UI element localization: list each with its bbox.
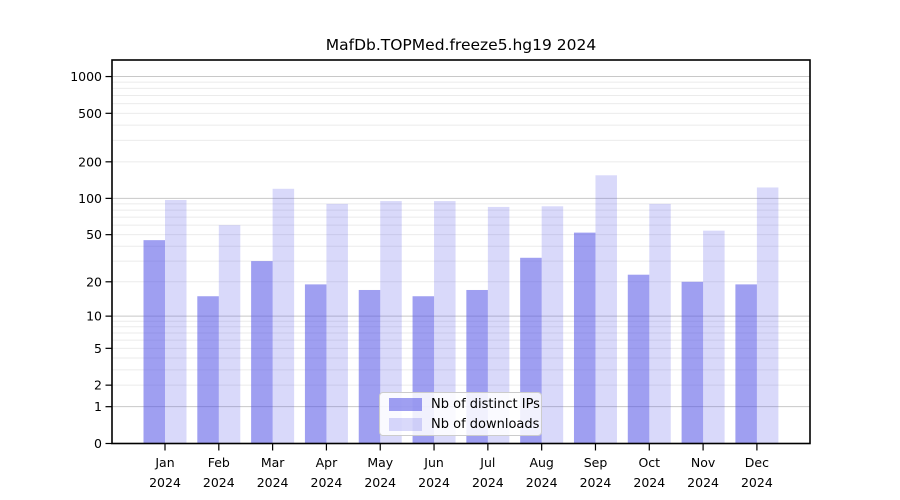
chart-title: MafDb.TOPMed.freeze5.hg19 2024 [325, 36, 597, 54]
x-tick-label-jun: Jun 2024 [418, 455, 450, 490]
legend-label-downloads: Nb of downloads [431, 416, 540, 432]
bar-ips-feb [197, 296, 219, 444]
bar-ips-dec [735, 284, 757, 444]
bar-downloads-feb [218, 225, 241, 444]
y-tick-label-50: 50 [86, 227, 102, 242]
y-tick-label-100: 100 [78, 191, 102, 206]
bar-downloads-apr [326, 203, 348, 444]
x-tick-label-oct: Oct 2024 [633, 455, 665, 490]
bar-downloads-aug [541, 206, 564, 444]
x-tick-label-sep: Sep 2024 [580, 455, 612, 490]
bar-ips-oct [627, 274, 650, 444]
bar-ips-sep [573, 232, 596, 444]
y-tick-label-10: 10 [86, 309, 102, 324]
bar-downloads-jan [165, 199, 187, 444]
y-tick-label-500: 500 [78, 106, 102, 121]
x-tick-label-may: May 2024 [364, 455, 396, 490]
bar-ips-nov [681, 281, 704, 444]
y-tick-label-1000: 1000 [70, 69, 102, 84]
y-tick-label-2: 2 [94, 378, 102, 393]
bar-downloads-dec [756, 187, 779, 444]
x-tick-label-jan: Jan 2024 [149, 455, 181, 490]
bar-ips-jan [143, 240, 165, 444]
x-tick-label-nov: Nov 2024 [687, 455, 719, 490]
x-tick-label-mar: Mar 2024 [257, 455, 289, 490]
x-tick-label-aug: Aug 2024 [526, 455, 558, 490]
x-tick-label-feb: Feb 2024 [203, 455, 235, 490]
bar-ips-may [358, 289, 381, 444]
bar-ips-apr [304, 284, 327, 444]
legend-item-distinct-ips: Nb of distinct IPs [389, 397, 541, 412]
y-tick-label-0: 0 [94, 436, 102, 451]
y-tick-label-200: 200 [78, 154, 102, 169]
legend-swatch-downloads [389, 417, 422, 431]
bar-ips-mar [251, 261, 273, 444]
x-tick-label-jul: Jul 2024 [472, 455, 504, 490]
x-tick-label-apr: Apr 2024 [311, 455, 343, 490]
legend-item-downloads: Nb of downloads [389, 417, 541, 432]
plot-frame [111, 59, 811, 445]
y-tick-label-1: 1 [94, 399, 102, 414]
y-tick-label-20: 20 [86, 274, 102, 289]
bar-downloads-jul [487, 206, 510, 444]
bar-downloads-nov [703, 230, 725, 444]
bar-downloads-mar [272, 188, 295, 444]
bar-downloads-jun [434, 201, 456, 444]
legend: Nb of distinct IPs Nb of downloads [379, 392, 542, 436]
bar-downloads-oct [649, 203, 671, 444]
legend-label-distinct-ips: Nb of distinct IPs [431, 396, 540, 412]
x-tick-label-dec: Dec 2024 [741, 455, 773, 490]
y-tick-label-5: 5 [94, 341, 102, 356]
legend-swatch-distinct-ips [389, 397, 422, 411]
bar-downloads-sep [595, 175, 617, 444]
bar-downloads-may [380, 201, 402, 444]
